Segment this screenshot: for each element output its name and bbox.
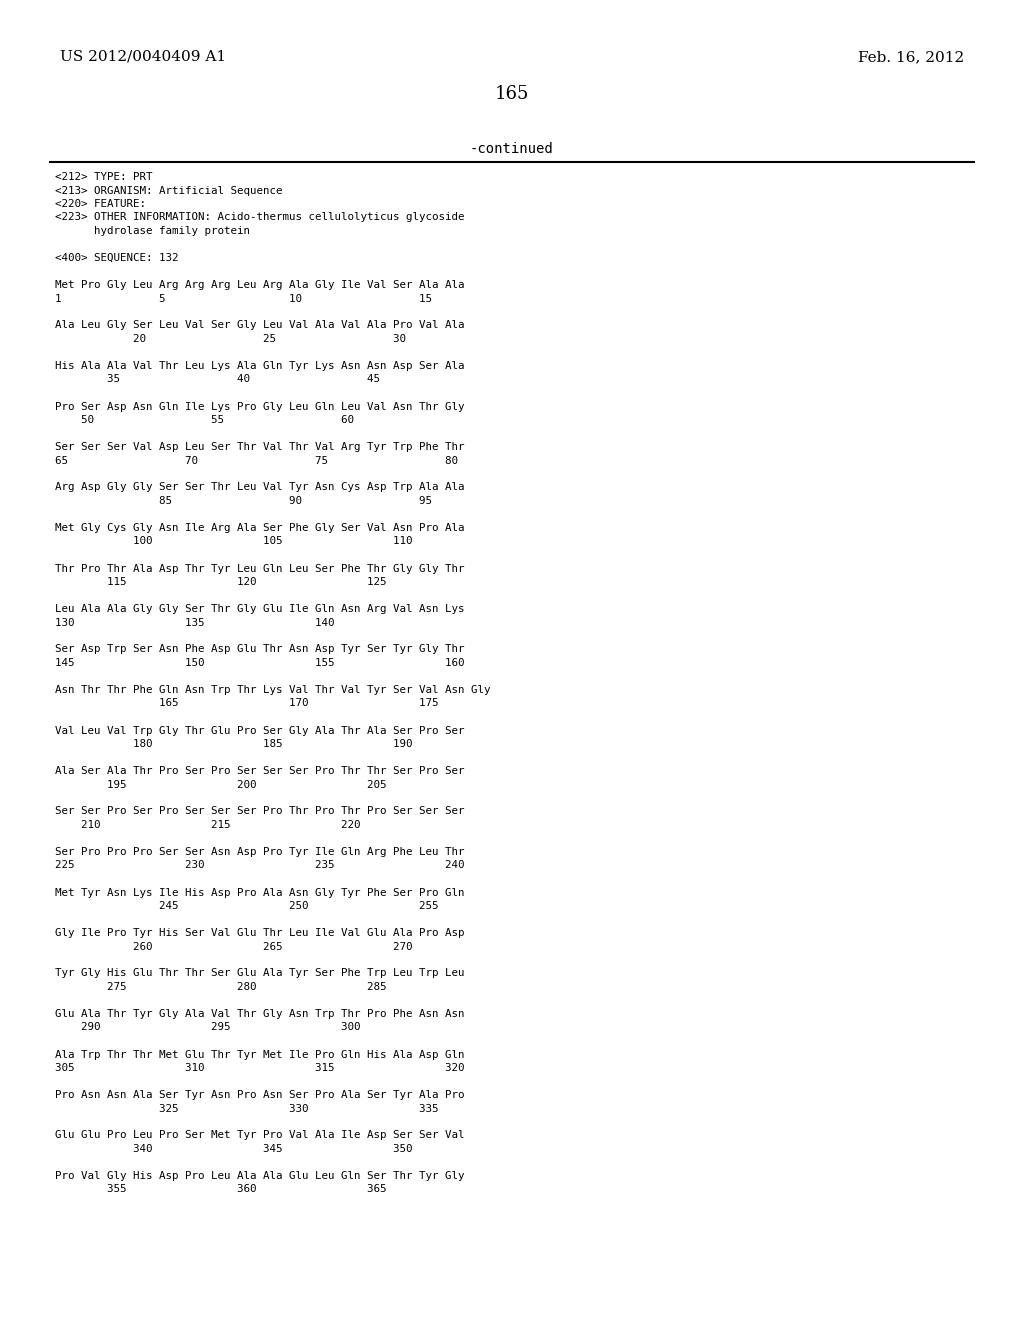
Text: 355                 360                 365: 355 360 365 [55, 1184, 386, 1195]
Text: 115                 120                 125: 115 120 125 [55, 577, 386, 587]
Text: Leu Ala Ala Gly Gly Ser Thr Gly Glu Ile Gln Asn Arg Val Asn Lys: Leu Ala Ala Gly Gly Ser Thr Gly Glu Ile … [55, 605, 465, 614]
Text: <400> SEQUENCE: 132: <400> SEQUENCE: 132 [55, 253, 178, 263]
Text: Glu Ala Thr Tyr Gly Ala Val Thr Gly Asn Trp Thr Pro Phe Asn Asn: Glu Ala Thr Tyr Gly Ala Val Thr Gly Asn … [55, 1008, 465, 1019]
Text: Ser Ser Ser Val Asp Leu Ser Thr Val Thr Val Arg Tyr Trp Phe Thr: Ser Ser Ser Val Asp Leu Ser Thr Val Thr … [55, 442, 465, 451]
Text: Gly Ile Pro Tyr His Ser Val Glu Thr Leu Ile Val Glu Ala Pro Asp: Gly Ile Pro Tyr His Ser Val Glu Thr Leu … [55, 928, 465, 939]
Text: Ala Ser Ala Thr Pro Ser Pro Ser Ser Ser Pro Thr Thr Ser Pro Ser: Ala Ser Ala Thr Pro Ser Pro Ser Ser Ser … [55, 766, 465, 776]
Text: Ala Trp Thr Thr Met Glu Thr Tyr Met Ile Pro Gln His Ala Asp Gln: Ala Trp Thr Thr Met Glu Thr Tyr Met Ile … [55, 1049, 465, 1060]
Text: Ser Ser Pro Ser Pro Ser Ser Ser Pro Thr Pro Thr Pro Ser Ser Ser: Ser Ser Pro Ser Pro Ser Ser Ser Pro Thr … [55, 807, 465, 817]
Text: <212> TYPE: PRT: <212> TYPE: PRT [55, 172, 153, 182]
Text: US 2012/0040409 A1: US 2012/0040409 A1 [60, 50, 226, 63]
Text: 180                 185                 190: 180 185 190 [55, 739, 413, 748]
Text: 50                  55                  60: 50 55 60 [55, 414, 354, 425]
Text: 245                 250                 255: 245 250 255 [55, 902, 438, 911]
Text: Feb. 16, 2012: Feb. 16, 2012 [858, 50, 964, 63]
Text: Ala Leu Gly Ser Leu Val Ser Gly Leu Val Ala Val Ala Pro Val Ala: Ala Leu Gly Ser Leu Val Ser Gly Leu Val … [55, 321, 465, 330]
Text: Thr Pro Thr Ala Asp Thr Tyr Leu Gln Leu Ser Phe Thr Gly Gly Thr: Thr Pro Thr Ala Asp Thr Tyr Leu Gln Leu … [55, 564, 465, 573]
Text: 275                 280                 285: 275 280 285 [55, 982, 386, 993]
Text: Ser Asp Trp Ser Asn Phe Asp Glu Thr Asn Asp Tyr Ser Tyr Gly Thr: Ser Asp Trp Ser Asn Phe Asp Glu Thr Asn … [55, 644, 465, 655]
Text: Pro Val Gly His Asp Pro Leu Ala Ala Glu Leu Gln Ser Thr Tyr Gly: Pro Val Gly His Asp Pro Leu Ala Ala Glu … [55, 1171, 465, 1181]
Text: His Ala Ala Val Thr Leu Lys Ala Gln Tyr Lys Asn Asn Asp Ser Ala: His Ala Ala Val Thr Leu Lys Ala Gln Tyr … [55, 360, 465, 371]
Text: 145                 150                 155                 160: 145 150 155 160 [55, 657, 465, 668]
Text: Asn Thr Thr Phe Gln Asn Trp Thr Lys Val Thr Val Tyr Ser Val Asn Gly: Asn Thr Thr Phe Gln Asn Trp Thr Lys Val … [55, 685, 490, 696]
Text: Met Tyr Asn Lys Ile His Asp Pro Ala Asn Gly Tyr Phe Ser Pro Gln: Met Tyr Asn Lys Ile His Asp Pro Ala Asn … [55, 887, 465, 898]
Text: 325                 330                 335: 325 330 335 [55, 1104, 438, 1114]
Text: Met Pro Gly Leu Arg Arg Arg Leu Arg Ala Gly Ile Val Ser Ala Ala: Met Pro Gly Leu Arg Arg Arg Leu Arg Ala … [55, 280, 465, 290]
Text: -continued: -continued [470, 143, 554, 156]
Text: Glu Glu Pro Leu Pro Ser Met Tyr Pro Val Ala Ile Asp Ser Ser Val: Glu Glu Pro Leu Pro Ser Met Tyr Pro Val … [55, 1130, 465, 1140]
Text: 225                 230                 235                 240: 225 230 235 240 [55, 861, 465, 870]
Text: 260                 265                 270: 260 265 270 [55, 941, 413, 952]
Text: Pro Asn Asn Ala Ser Tyr Asn Pro Asn Ser Pro Ala Ser Tyr Ala Pro: Pro Asn Asn Ala Ser Tyr Asn Pro Asn Ser … [55, 1090, 465, 1100]
Text: Tyr Gly His Glu Thr Thr Ser Glu Ala Tyr Ser Phe Trp Leu Trp Leu: Tyr Gly His Glu Thr Thr Ser Glu Ala Tyr … [55, 969, 465, 978]
Text: 305                 310                 315                 320: 305 310 315 320 [55, 1063, 465, 1073]
Text: 340                 345                 350: 340 345 350 [55, 1144, 413, 1154]
Text: 85                  90                  95: 85 90 95 [55, 496, 432, 506]
Text: 210                 215                 220: 210 215 220 [55, 820, 360, 830]
Text: hydrolase family protein: hydrolase family protein [55, 226, 250, 236]
Text: Arg Asp Gly Gly Ser Ser Thr Leu Val Tyr Asn Cys Asp Trp Ala Ala: Arg Asp Gly Gly Ser Ser Thr Leu Val Tyr … [55, 483, 465, 492]
Text: <220> FEATURE:: <220> FEATURE: [55, 199, 146, 209]
Text: 195                 200                 205: 195 200 205 [55, 780, 386, 789]
Text: 165: 165 [495, 84, 529, 103]
Text: 65                  70                  75                  80: 65 70 75 80 [55, 455, 458, 466]
Text: 20                  25                  30: 20 25 30 [55, 334, 406, 345]
Text: 35                  40                  45: 35 40 45 [55, 375, 380, 384]
Text: Ser Pro Pro Pro Ser Ser Asn Asp Pro Tyr Ile Gln Arg Phe Leu Thr: Ser Pro Pro Pro Ser Ser Asn Asp Pro Tyr … [55, 847, 465, 857]
Text: 130                 135                 140: 130 135 140 [55, 618, 335, 627]
Text: 100                 105                 110: 100 105 110 [55, 536, 413, 546]
Text: <213> ORGANISM: Artificial Sequence: <213> ORGANISM: Artificial Sequence [55, 186, 283, 195]
Text: Pro Ser Asp Asn Gln Ile Lys Pro Gly Leu Gln Leu Val Asn Thr Gly: Pro Ser Asp Asn Gln Ile Lys Pro Gly Leu … [55, 401, 465, 412]
Text: 165                 170                 175: 165 170 175 [55, 698, 438, 709]
Text: <223> OTHER INFORMATION: Acido-thermus cellulolyticus glycoside: <223> OTHER INFORMATION: Acido-thermus c… [55, 213, 465, 223]
Text: 1               5                   10                  15: 1 5 10 15 [55, 293, 432, 304]
Text: 290                 295                 300: 290 295 300 [55, 1023, 360, 1032]
Text: Val Leu Val Trp Gly Thr Glu Pro Ser Gly Ala Thr Ala Ser Pro Ser: Val Leu Val Trp Gly Thr Glu Pro Ser Gly … [55, 726, 465, 735]
Text: Met Gly Cys Gly Asn Ile Arg Ala Ser Phe Gly Ser Val Asn Pro Ala: Met Gly Cys Gly Asn Ile Arg Ala Ser Phe … [55, 523, 465, 533]
